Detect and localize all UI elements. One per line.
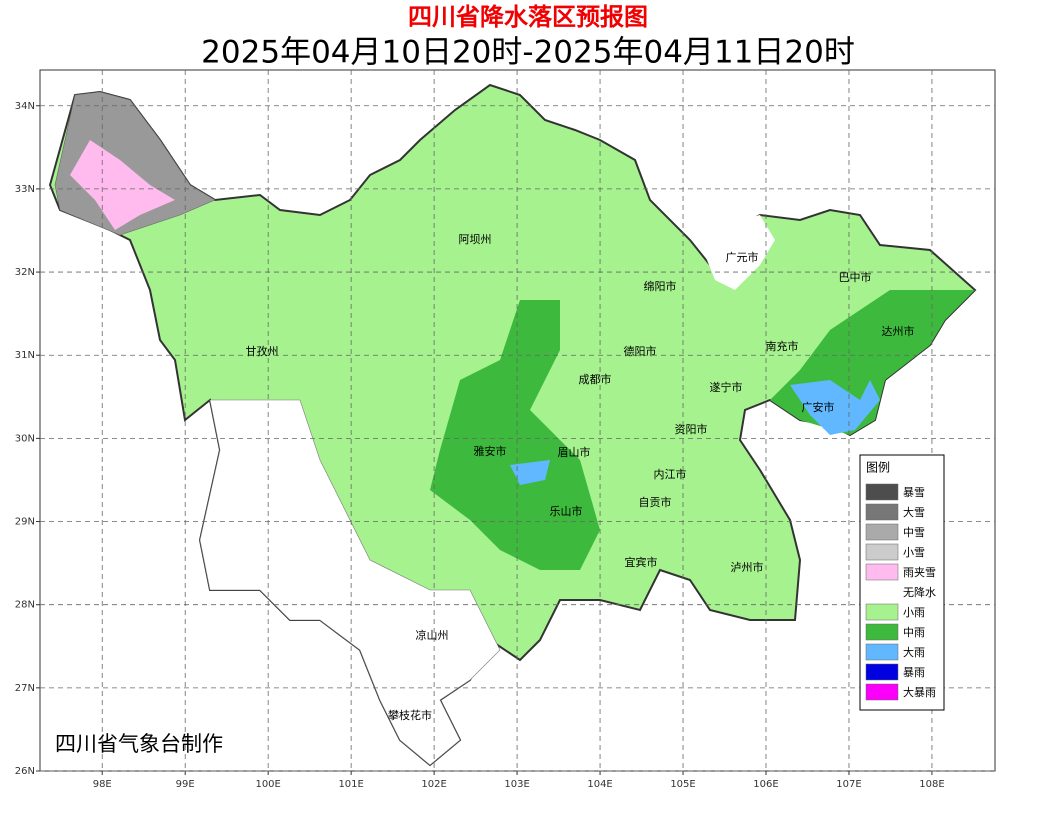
x-tick-label: 103E: [504, 779, 529, 790]
city-label: 达州市: [882, 324, 915, 338]
y-tick-label: 30N: [15, 433, 35, 444]
x-tick-label: 108E: [919, 779, 944, 790]
x-tick-label: 100E: [255, 779, 280, 790]
city-label: 自贡市: [639, 495, 672, 509]
legend-swatch: [865, 623, 899, 641]
legend-label: 小雨: [903, 606, 925, 619]
city-label: 成都市: [579, 372, 612, 386]
subtitle: 2025年04月10日20时-2025年04月11日20时: [201, 35, 855, 71]
heavy-rain-area: [790, 380, 880, 435]
legend-swatch: [865, 683, 899, 701]
sleet-area: [70, 140, 175, 230]
legend-label: 无降水: [903, 585, 936, 599]
city-label: 德阳市: [624, 344, 657, 358]
city-label: 绵阳市: [644, 279, 677, 293]
y-tick-label: 34N: [15, 101, 35, 112]
y-tick-label: 26N: [15, 766, 35, 777]
y-tick-label: 31N: [15, 350, 35, 361]
legend-swatch: [865, 663, 899, 681]
city-label: 眉山市: [558, 445, 591, 459]
city-label: 广元市: [726, 250, 759, 264]
city-label: 乐山市: [550, 504, 583, 518]
city-label: 雅安市: [474, 444, 507, 458]
legend-label: 大雪: [903, 505, 925, 519]
no-rain-area: [199, 399, 501, 766]
legend-label: 暴雨: [903, 666, 925, 679]
city-labels: 阿坝州 绵阳市 广元市 巴中市 达州市 德阳市 南充市 甘孜州 成都市 遂宁市 …: [246, 232, 915, 722]
legend-swatch: [865, 643, 899, 661]
city-label: 攀枝花市: [388, 708, 432, 722]
x-tick-label: 101E: [338, 779, 363, 790]
y-tick-label: 32N: [15, 267, 35, 278]
x-tick-label: 102E: [421, 779, 446, 790]
city-label: 巴中市: [839, 270, 872, 284]
legend-swatch: [865, 543, 899, 561]
city-label: 阿坝州: [459, 232, 492, 246]
x-tick-label: 104E: [587, 779, 612, 790]
x-tick-label: 106E: [753, 779, 778, 790]
legend-swatch: [865, 523, 899, 541]
city-label: 甘孜州: [246, 344, 279, 358]
map-regions: [48, 83, 977, 767]
city-label: 凉山州: [416, 628, 449, 642]
no-rain-area: [705, 215, 775, 290]
grid: 98E 99E 100E 101E 102E 103E 104E 105E 106E 107E 10…: [15, 70, 995, 790]
city-label: 宜宾市: [625, 555, 658, 569]
legend-swatch: [865, 483, 899, 501]
legend-title: 图例: [866, 461, 890, 475]
city-label: 泸州市: [731, 560, 764, 574]
city-label: 资阳市: [675, 422, 708, 436]
legend-label: 暴雪: [903, 486, 925, 499]
legend-swatch: [866, 584, 898, 600]
legend-label: 中雨: [903, 626, 925, 639]
legend-swatch: [865, 563, 899, 581]
y-tick-label: 33N: [15, 184, 35, 195]
x-tick-label: 99E: [176, 779, 195, 790]
y-tick-label: 27N: [15, 683, 35, 694]
x-tick-label: 107E: [836, 779, 861, 790]
legend-label: 雨夹雪: [903, 566, 936, 579]
credit: 四川省气象台制作: [55, 732, 223, 756]
city-label: 南充市: [766, 339, 799, 353]
x-tick-label: 98E: [93, 779, 112, 790]
city-label: 内江市: [654, 467, 687, 481]
city-label: 遂宁市: [710, 380, 743, 394]
legend-label: 大雨: [903, 645, 925, 659]
y-tick-label: 28N: [15, 600, 35, 611]
legend-label: 小雪: [903, 546, 925, 559]
moderate-rain-area: [430, 300, 600, 570]
title: 四川省降水落区预报图: [408, 3, 648, 31]
legend-swatch: [865, 603, 899, 621]
legend-label: 大暴雨: [903, 685, 936, 699]
city-label: 广安市: [802, 400, 835, 414]
heavy-rain-area: [510, 460, 550, 485]
x-tick-label: 105E: [670, 779, 695, 790]
legend-label: 中雪: [903, 526, 925, 539]
legend-swatch: [865, 503, 899, 521]
y-tick-label: 29N: [15, 517, 35, 528]
